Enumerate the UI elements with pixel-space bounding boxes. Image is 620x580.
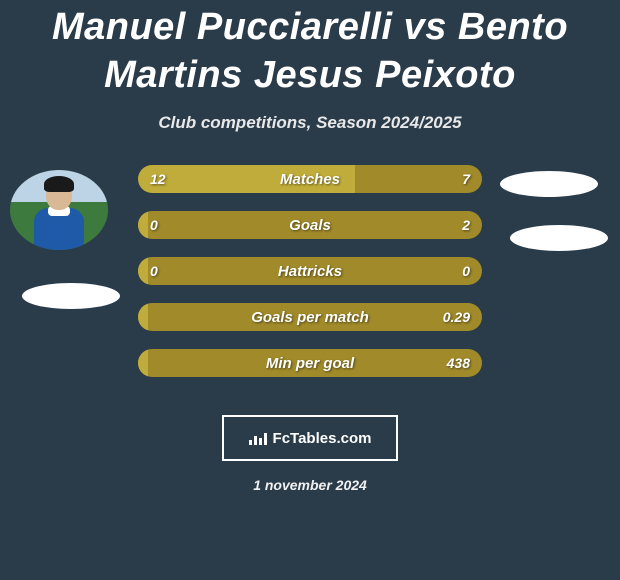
stat-label: Goals <box>138 211 482 239</box>
stat-row: 0Goals2 <box>138 211 482 239</box>
stat-label: Matches <box>138 165 482 193</box>
stat-label: Min per goal <box>138 349 482 377</box>
stat-row: Min per goal438 <box>138 349 482 377</box>
stat-value-right: 2 <box>450 211 482 239</box>
stat-label: Hattricks <box>138 257 482 285</box>
placeholder-blob-right-2 <box>510 225 608 251</box>
stat-value-right: 0.29 <box>431 303 482 331</box>
bar-chart-icon <box>249 431 267 445</box>
placeholder-blob-left <box>22 283 120 309</box>
stat-value-right: 438 <box>435 349 482 377</box>
stat-row: Goals per match0.29 <box>138 303 482 331</box>
stat-value-right: 0 <box>450 257 482 285</box>
stat-row: 0Hattricks0 <box>138 257 482 285</box>
stat-value-right: 7 <box>450 165 482 193</box>
placeholder-blob-right-1 <box>500 171 598 197</box>
date-text: 1 november 2024 <box>0 477 620 493</box>
player-left-avatar <box>10 170 108 250</box>
stat-row: 12Matches7 <box>138 165 482 193</box>
stat-bars: 12Matches70Goals20Hattricks0Goals per ma… <box>138 165 482 395</box>
brand-text: FcTables.com <box>273 430 372 447</box>
page-title: Manuel Pucciarelli vs Bento Martins Jesu… <box>0 0 620 99</box>
comparison-area: 12Matches70Goals20Hattricks0Goals per ma… <box>0 165 620 405</box>
brand-badge: FcTables.com <box>222 415 398 461</box>
subtitle: Club competitions, Season 2024/2025 <box>0 113 620 133</box>
